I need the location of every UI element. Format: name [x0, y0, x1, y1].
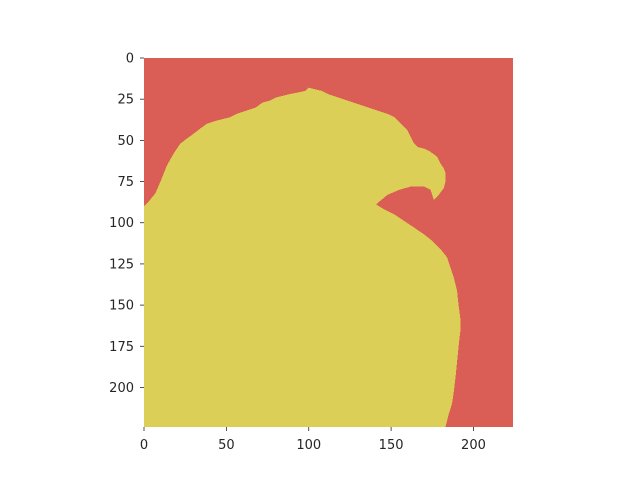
x-tick-label: 150 — [379, 438, 404, 453]
y-axis: 0 25 50 75 100 125 150 175 200 — [109, 52, 144, 396]
y-tick-label: 150 — [109, 299, 134, 314]
y-tick-label: 200 — [109, 381, 134, 396]
y-tick-label: 75 — [117, 175, 134, 190]
y-tick-label: 100 — [109, 216, 134, 231]
foreground-region — [144, 87, 461, 427]
x-tick-label: 100 — [296, 438, 321, 453]
x-tick-label: 200 — [461, 438, 486, 453]
y-tick-label: 0 — [126, 52, 134, 67]
y-tick-label: 125 — [109, 257, 134, 272]
plot-area — [144, 58, 513, 427]
x-axis: 0 50 100 150 200 — [140, 427, 486, 453]
y-tick-label: 175 — [109, 340, 134, 355]
x-tick-label: 0 — [140, 438, 148, 453]
x-tick-label: 50 — [218, 438, 235, 453]
y-tick-label: 25 — [117, 93, 134, 108]
y-tick-label: 50 — [117, 134, 134, 149]
